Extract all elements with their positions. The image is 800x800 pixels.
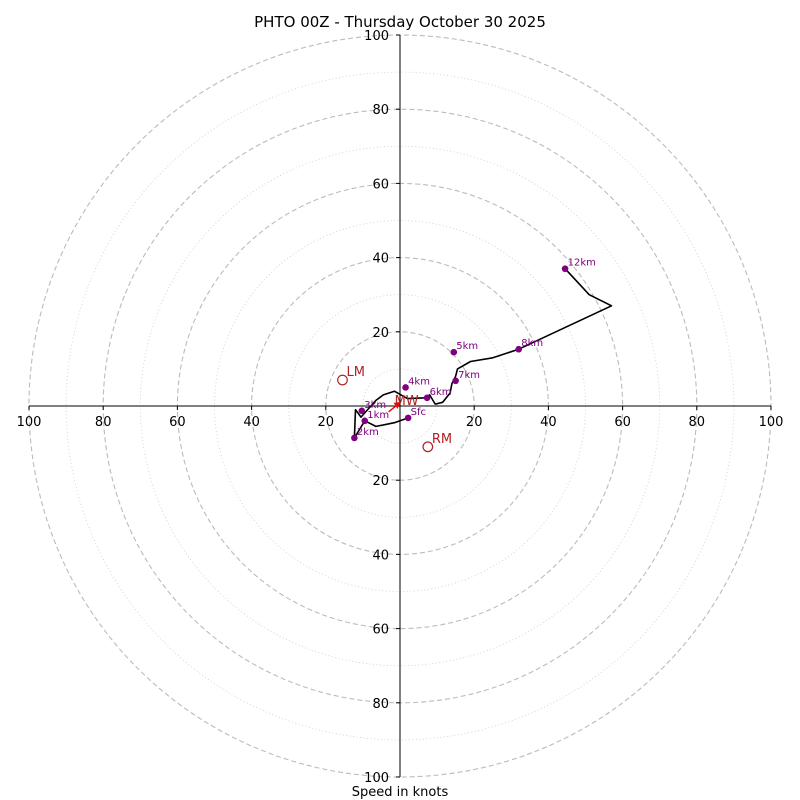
y-tick-label: 100 [364,29,389,44]
axes [29,35,771,777]
storm-motion-label: RM [432,432,452,447]
y-tick-label: 40 [372,252,389,267]
height-point-label: 6km [430,387,452,398]
height-point-label: 3km [364,400,386,411]
height-point-label: 7km [458,370,480,381]
height-point-marker [361,417,369,425]
y-tick-label: 20 [372,474,389,489]
x-tick-label: 80 [95,415,112,430]
x-axis-label: Speed in knots [352,785,449,800]
y-tick-label: 60 [372,177,389,192]
height-point-marker [351,434,358,442]
x-tick-label: 20 [466,415,483,430]
mean-wind-arrowhead [393,401,401,409]
storm-motions: LM RM MW [337,365,452,453]
height-point-label: 8km [521,338,543,349]
y-tick-label: 40 [372,548,389,563]
height-point-marker [452,377,459,385]
height-point-label: 1km [367,410,389,421]
x-tick-label: 60 [614,415,631,430]
x-tick-label: 20 [318,415,335,430]
x-tick-label: 100 [759,415,784,430]
y-tick-label: 80 [372,103,389,118]
chart-title: PHTO 00Z - Thursday October 30 2025 [254,13,546,31]
x-tick-label: 60 [169,415,186,430]
mean-wind-label: MW [395,394,419,409]
height-point-marker [561,265,569,273]
height-point-marker [515,345,523,353]
height-point-label: 4km [408,376,430,387]
height-point-marker [358,407,366,415]
height-points: Sfc 1km 2km 3km 4km 5km 6km 7km 8km 12km [351,258,596,442]
height-point-marker [423,394,431,402]
y-tick-label: 100 [364,771,389,786]
height-point-marker [450,348,458,356]
tick-labels: 100 80 60 40 20 20 40 60 80 100 100 80 60 40 20 20 40 60 8… [17,29,784,786]
height-point-marker [402,384,409,391]
storm-motion-marker [337,374,348,386]
x-tick-label: 40 [540,415,557,430]
storm-motion-label: LM [346,365,364,380]
hodograph-trace [353,268,613,439]
hodograph-trace-group [353,268,613,439]
height-point-marker [404,414,412,422]
y-tick-label: 20 [372,326,389,341]
height-point-label: Sfc [411,407,426,418]
x-tick-label: 100 [17,415,42,430]
height-point-label: 5km [456,341,478,352]
x-tick-label: 80 [689,415,706,430]
height-point-label: 2km [357,427,379,438]
y-tick-label: 80 [372,697,389,712]
height-point-label: 12km [568,258,596,269]
y-tick-label: 60 [372,623,389,638]
x-tick-label: 40 [243,415,260,430]
storm-motion-marker [422,441,434,453]
